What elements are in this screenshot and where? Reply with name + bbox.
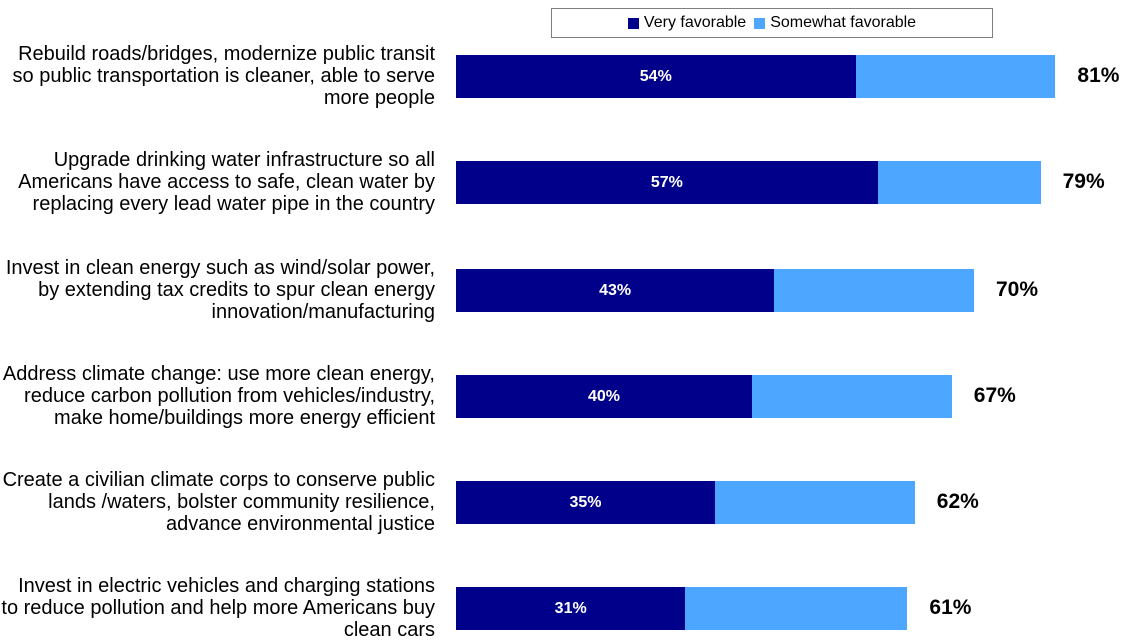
category-label: Rebuild roads/bridges, modernize public … [12,43,435,109]
data-label-very-favorable: 40% [587,387,621,405]
bar-somewhat-favorable [685,586,908,630]
category-label: Create a civilian climate corps to conse… [2,469,435,535]
bar-very-favorable [456,374,752,418]
data-label-very-favorable: 31% [554,599,587,617]
bar-somewhat-favorable [752,374,952,418]
bar-somewhat-favorable [774,268,974,312]
category-label: Invest in electric vehicles and charging… [1,575,435,641]
data-label-very-favorable: 54% [639,67,672,85]
bar-very-favorable [456,586,686,630]
total-label: 67% [973,384,1016,407]
legend-item-somewhat-favorable: Somewhat favorable [754,14,916,32]
legend-swatch-somewhat-favorable [754,17,766,29]
total-label: 62% [936,490,979,513]
data-label-very-favorable: 35% [569,493,602,511]
bar-very-favorable [456,480,715,524]
bar-somewhat-favorable [877,160,1041,204]
total-label: 70% [996,278,1039,301]
total-label: 61% [929,596,972,619]
total-label: 81% [1077,64,1120,87]
legend-label-very-favorable: Very favorable [643,14,747,31]
bar-very-favorable [456,54,856,98]
bar-very-favorable [456,160,878,204]
legend-label-somewhat-favorable: Somewhat favorable [770,14,917,31]
bar-very-favorable [456,268,775,312]
legend-swatch-very-favorable [627,17,639,29]
data-label-very-favorable: 57% [650,173,683,191]
total-label: 79% [1062,170,1105,193]
legend-item-very-favorable: Very favorable [627,14,747,32]
chart-legend: Very favorable Somewhat favorable [551,8,993,38]
bar-somewhat-favorable [715,480,915,524]
category-label: Address climate change: use more clean e… [2,363,435,429]
category-label: Upgrade drinking water infrastructure so… [18,149,435,215]
category-label: Invest in clean energy such as wind/sola… [5,257,435,323]
data-label-very-favorable: 43% [599,281,632,299]
bar-somewhat-favorable [855,54,1056,98]
